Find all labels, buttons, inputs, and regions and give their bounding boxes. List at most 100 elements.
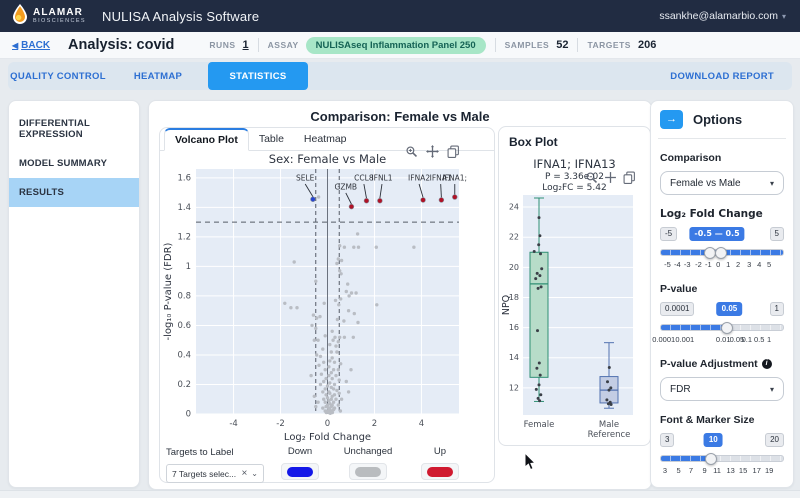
slider-tick-label: 0.5: [753, 335, 765, 344]
svg-text:IFNA1: IFNA1: [430, 174, 452, 183]
svg-text:Sex: Female vs Male: Sex: Female vs Male: [269, 153, 386, 166]
svg-text:GZMB: GZMB: [335, 182, 358, 191]
log2fc-label: Log₂ Fold Change: [660, 208, 763, 220]
download-report-button[interactable]: DOWNLOAD REPORT: [670, 70, 774, 82]
options-title: Options: [693, 112, 743, 127]
legend-unchanged-label: Unchanged: [343, 446, 393, 457]
svg-text:1.2: 1.2: [177, 232, 191, 242]
slider-tick-label: -3: [683, 260, 691, 269]
svg-text:IFNA1;: IFNA1;: [442, 174, 467, 183]
log2fc-slider[interactable]: [660, 246, 784, 259]
box-plot-card: Box Plot IFNA1; IFNA13 P = 3.36e-02 Log₂…: [498, 126, 651, 446]
sidebar-item-results[interactable]: RESULTS: [9, 178, 139, 207]
slider-handle[interactable]: [720, 321, 733, 334]
zoom-in-icon[interactable]: [405, 145, 418, 158]
copy-icon[interactable]: [623, 171, 636, 184]
volcano-card: Volcano Plot Table Heatmap SELE GZMB CCL8 I…: [159, 127, 495, 483]
tab-quality-control[interactable]: QUALITY CONTROL: [10, 70, 106, 82]
slider-tick-label: 7: [688, 466, 694, 475]
slider-tick-label: 2: [736, 260, 741, 269]
footer-strip: [0, 490, 800, 498]
slider-handle[interactable]: [705, 452, 718, 465]
alamar-drop-logo-icon: [12, 3, 28, 29]
tab-statistics[interactable]: STATISTICS: [208, 62, 308, 90]
samples-value: 52: [556, 39, 569, 51]
down-color-picker[interactable]: [281, 463, 319, 480]
divider: [257, 38, 259, 52]
tab-heatmap[interactable]: HEATMAP: [133, 70, 183, 82]
svg-text:SELE: SELE: [296, 174, 315, 183]
slider-tick-label: 3: [747, 260, 752, 269]
targets-select[interactable]: 7 Targets selec... × ⌄: [166, 464, 264, 483]
slider-tick-label: 9: [702, 466, 707, 475]
box-plot-modebar: [585, 171, 636, 184]
svg-text:-2: -2: [276, 419, 284, 429]
unchanged-color-picker[interactable]: [349, 463, 387, 480]
slider-tick-label: 0.1: [741, 335, 753, 344]
clear-icon[interactable]: ×: [241, 468, 248, 479]
pvalue-slider[interactable]: [660, 321, 784, 334]
svg-text:24: 24: [509, 203, 519, 212]
pan-icon[interactable]: [604, 171, 617, 184]
comparison-select[interactable]: Female vs Male ▾: [660, 171, 784, 195]
targets-label: TARGETS: [587, 40, 631, 50]
box-plot-log2fc: Log₂FC = 5.42: [542, 183, 607, 193]
analysis-title: Analysis: covid: [68, 37, 175, 53]
sidebar-item-model-summary[interactable]: MODEL SUMMARY: [19, 158, 108, 169]
info-icon[interactable]: i: [761, 359, 772, 369]
svg-text:0.8: 0.8: [177, 291, 191, 301]
slider-tick-label: 5: [676, 466, 681, 475]
slider-tick-label: 0.001: [675, 335, 695, 344]
tab-table[interactable]: Table: [258, 133, 284, 145]
samples-stat: SAMPLES 52: [505, 39, 569, 51]
zoom-in-icon[interactable]: [585, 171, 598, 184]
chevron-down-icon[interactable]: ⌄: [251, 469, 258, 478]
font-marker-slider[interactable]: [660, 452, 784, 465]
pvalue-slider-ticks: 0.0001 0.001 0.01 0.05 0.1 0.5 1: [652, 335, 784, 345]
svg-text:Log₂ Fold Change: Log₂ Fold Change: [284, 432, 371, 443]
divider: [577, 38, 579, 52]
targets-to-label-section: Targets to Label 7 Targets selec... × ⌄ …: [160, 446, 494, 483]
font-marker-value-chip: 10: [703, 433, 723, 447]
legend-unchanged: Unchanged: [336, 446, 400, 480]
results-panel: Comparison: Female vs Male Volcano Plot …: [148, 100, 652, 490]
up-color-picker[interactable]: [421, 463, 459, 480]
legend-up: Up: [408, 446, 472, 480]
slider-ruler: [661, 456, 783, 461]
svg-text:-4: -4: [229, 419, 237, 429]
slider-tick-label: 0.01: [715, 335, 731, 344]
runs-label: RUNS: [209, 40, 236, 50]
collapse-panel-button[interactable]: →: [660, 110, 683, 129]
sidebar-item-differential-expression[interactable]: DIFFERENTIAL EXPRESSION: [19, 118, 90, 140]
pvalue-adjustment-select[interactable]: FDR ▾: [660, 377, 784, 401]
plot-modebar: [405, 145, 460, 158]
targets-to-label-label: Targets to Label: [166, 447, 234, 458]
user-email: ssankhe@alamarbio.com: [659, 10, 778, 22]
slider-handle[interactable]: [714, 246, 727, 259]
top-header: ALAMAR BIOSCIENCES NULISA Analysis Softw…: [0, 0, 800, 32]
font-marker-max-chip: 20: [765, 433, 784, 447]
user-menu[interactable]: ssankhe@alamarbio.com ▾: [659, 0, 786, 32]
slider-tick-label: -1: [705, 260, 712, 269]
runs-value[interactable]: 1: [242, 39, 249, 51]
back-button[interactable]: ◀ BACK: [12, 40, 50, 51]
svg-text:0: 0: [186, 410, 191, 420]
svg-text:0.2: 0.2: [177, 380, 191, 390]
font-marker-chips: 3 10 20: [660, 433, 784, 447]
tab-volcano-plot[interactable]: Volcano Plot: [164, 128, 249, 151]
svg-text:2: 2: [372, 419, 377, 429]
slider-tick-label: 0: [716, 260, 721, 269]
targets-stat: TARGETS 206: [587, 39, 656, 51]
slider-tick-label: 1: [767, 335, 772, 344]
copy-icon[interactable]: [447, 145, 460, 158]
tab-heatmap-plot[interactable]: Heatmap: [303, 133, 347, 145]
svg-text:18: 18: [509, 293, 519, 302]
log2fc-min-chip: -5: [660, 227, 678, 241]
pan-icon[interactable]: [426, 145, 439, 158]
analysis-subheader: ◀ BACK Analysis: covid RUNS 1 ASSAY NULI…: [0, 32, 800, 59]
svg-text:0.6: 0.6: [177, 321, 191, 331]
legend-up-label: Up: [433, 446, 447, 457]
